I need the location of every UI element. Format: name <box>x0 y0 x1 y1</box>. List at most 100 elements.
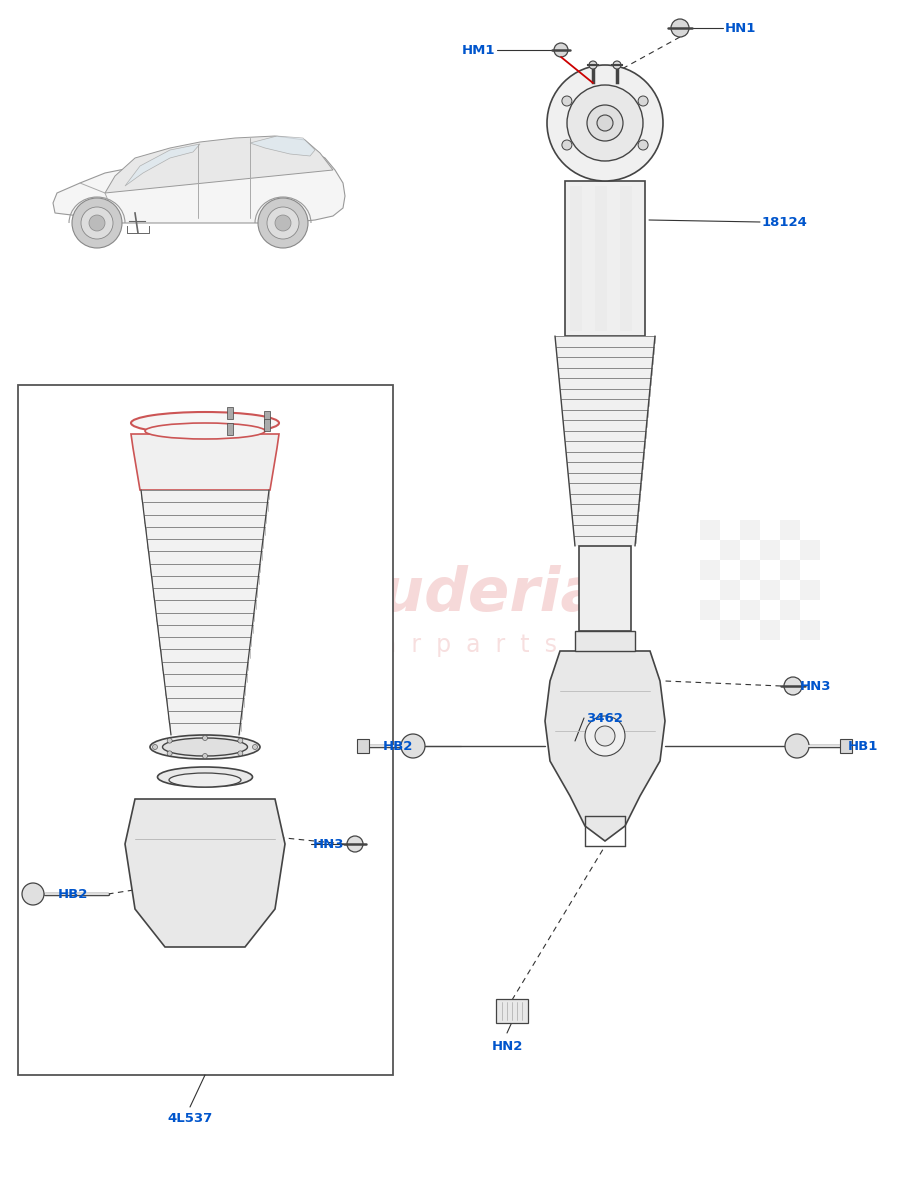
Bar <box>800 520 820 540</box>
Bar <box>720 540 740 560</box>
Circle shape <box>567 85 643 161</box>
Bar <box>165 686 245 698</box>
Polygon shape <box>53 142 345 223</box>
Bar <box>264 419 271 431</box>
Bar <box>574 535 636 546</box>
Polygon shape <box>105 136 333 193</box>
Text: HM1: HM1 <box>462 43 495 56</box>
Bar <box>142 503 268 515</box>
Bar <box>162 661 248 673</box>
Bar <box>157 625 252 637</box>
Bar <box>560 389 650 398</box>
Polygon shape <box>125 799 285 947</box>
Bar <box>146 527 264 539</box>
Bar <box>569 482 641 493</box>
Bar <box>780 600 800 620</box>
Bar <box>840 739 852 754</box>
Bar <box>147 539 263 551</box>
Circle shape <box>562 96 572 106</box>
Bar <box>264 410 271 422</box>
Circle shape <box>203 736 207 740</box>
Bar <box>572 515 638 526</box>
Bar <box>760 620 780 640</box>
Circle shape <box>785 734 809 758</box>
Bar <box>155 600 255 612</box>
Bar <box>740 520 760 540</box>
Bar <box>169 722 241 734</box>
Circle shape <box>547 65 663 181</box>
Bar <box>700 540 720 560</box>
Circle shape <box>554 43 568 56</box>
Bar <box>148 551 262 564</box>
Circle shape <box>562 140 572 150</box>
Bar <box>700 520 720 540</box>
Bar <box>562 409 648 420</box>
Circle shape <box>595 726 615 746</box>
Bar <box>568 473 642 482</box>
Bar <box>740 540 760 560</box>
Bar <box>566 451 644 462</box>
Bar <box>800 620 820 640</box>
Bar <box>18 385 393 1075</box>
Bar <box>564 431 646 440</box>
Bar <box>156 612 254 625</box>
Bar <box>164 673 246 686</box>
Ellipse shape <box>169 773 241 787</box>
Bar <box>720 600 740 620</box>
Bar <box>700 560 720 580</box>
Circle shape <box>252 744 258 750</box>
Circle shape <box>671 19 689 37</box>
Bar <box>720 560 740 580</box>
Circle shape <box>587 104 623 140</box>
Bar <box>226 408 233 420</box>
Bar <box>595 186 607 331</box>
Bar <box>160 649 250 661</box>
Bar <box>570 493 640 504</box>
Ellipse shape <box>157 767 252 787</box>
Bar <box>571 504 639 515</box>
Bar <box>561 398 649 409</box>
Bar <box>159 637 251 649</box>
Bar <box>141 490 269 503</box>
Bar <box>760 520 780 540</box>
Circle shape <box>22 883 44 905</box>
Bar <box>760 540 780 560</box>
Bar <box>563 420 647 431</box>
Bar <box>740 580 760 600</box>
Bar <box>740 620 760 640</box>
Circle shape <box>275 215 291 230</box>
Circle shape <box>585 716 625 756</box>
Text: HB2: HB2 <box>383 739 413 752</box>
Bar <box>555 336 655 347</box>
Text: HN1: HN1 <box>725 22 757 35</box>
Circle shape <box>784 677 802 695</box>
Bar <box>573 526 637 535</box>
Circle shape <box>203 754 207 758</box>
Bar <box>151 576 259 588</box>
Bar <box>558 367 652 378</box>
Circle shape <box>72 198 122 248</box>
Bar <box>567 462 643 473</box>
Bar <box>153 588 257 600</box>
Text: HN3: HN3 <box>800 679 832 692</box>
Bar <box>150 564 260 576</box>
Bar <box>780 520 800 540</box>
Circle shape <box>401 734 425 758</box>
Circle shape <box>238 738 243 743</box>
Bar <box>579 546 631 631</box>
Bar <box>800 580 820 600</box>
Circle shape <box>81 206 113 239</box>
Bar <box>780 560 800 580</box>
Bar <box>780 620 800 640</box>
Bar <box>620 186 632 331</box>
Bar <box>720 580 740 600</box>
Bar <box>226 422 233 434</box>
Ellipse shape <box>145 422 265 439</box>
Ellipse shape <box>131 412 279 434</box>
Bar <box>167 698 243 710</box>
Circle shape <box>597 115 613 131</box>
Bar <box>760 560 780 580</box>
Bar <box>559 378 651 389</box>
Circle shape <box>267 206 299 239</box>
Bar <box>700 600 720 620</box>
